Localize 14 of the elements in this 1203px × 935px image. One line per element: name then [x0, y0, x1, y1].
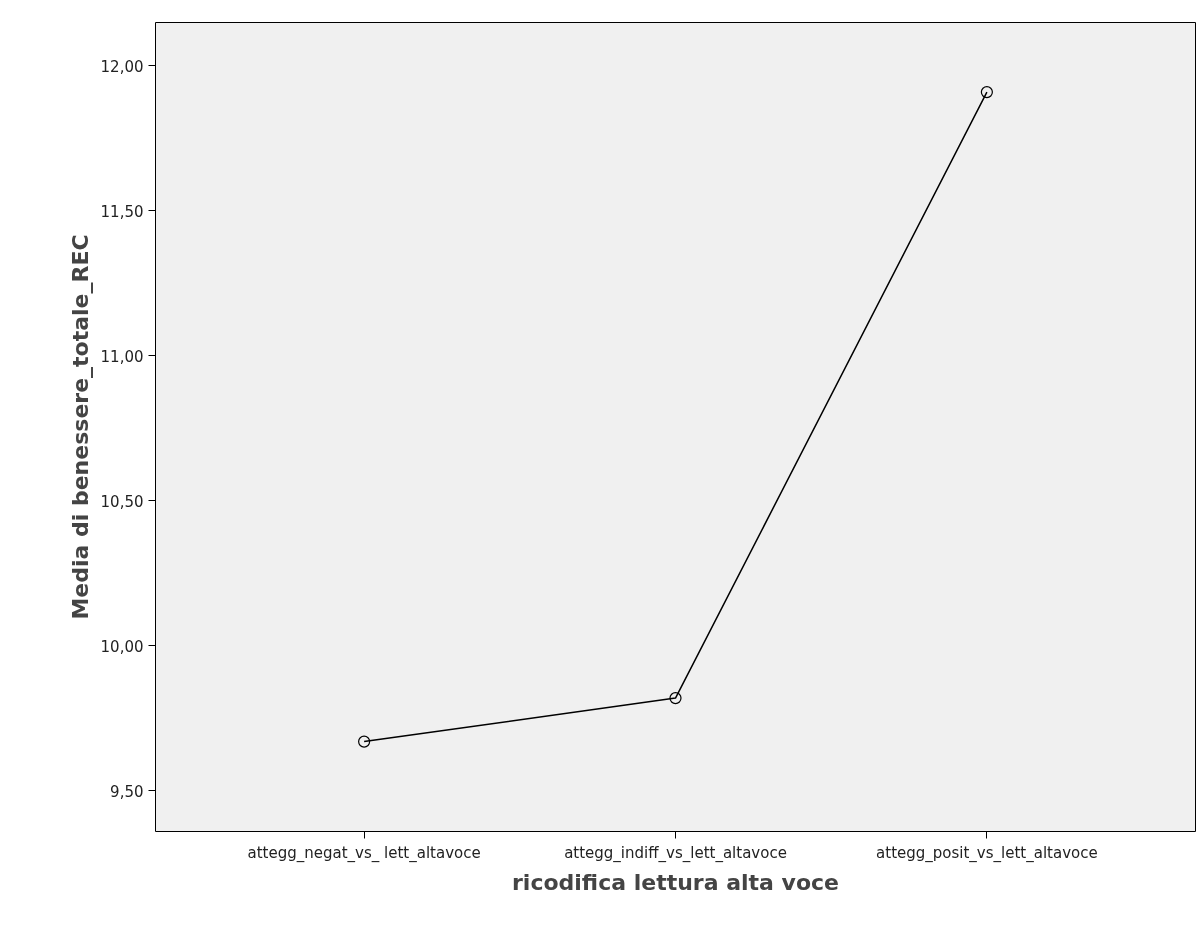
x-axis-title: ricodifica lettura alta voce [511, 869, 840, 895]
y-tick-label: 11,00 [100, 347, 144, 366]
point [980, 86, 993, 99]
x-tick-label: attegg_negat_vs_ lett_altavoce [247, 843, 481, 863]
y-tick-label: 9,50 [110, 782, 144, 801]
y-tick-label: 12,00 [100, 57, 144, 76]
y-tick-label: 10,00 [100, 637, 144, 656]
point [669, 692, 682, 705]
x-tick-label: attegg_indiff_vs_lett_altavoce [564, 843, 787, 863]
point [358, 735, 371, 748]
y-tick-label: 11,50 [100, 202, 144, 221]
y-axis-title: Media di benessere_totale_REC [67, 234, 93, 620]
y-tick-label: 10,50 [100, 492, 144, 511]
x-tick-label: attegg_posit_vs_lett_altavoce [876, 843, 1098, 863]
